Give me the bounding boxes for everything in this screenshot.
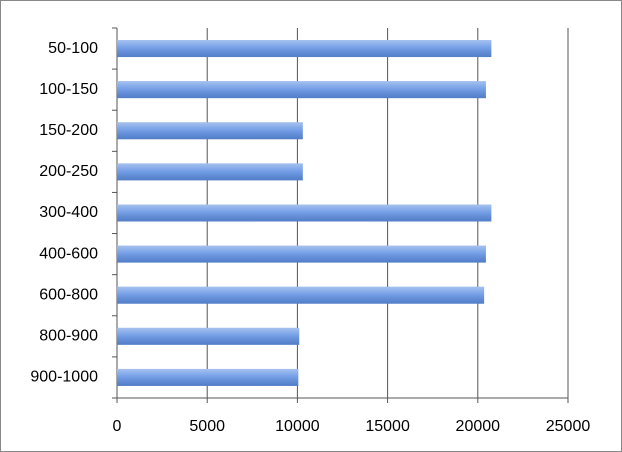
bar-shine xyxy=(117,286,485,304)
bar-shine xyxy=(117,81,486,99)
y-tick-label: 300-400 xyxy=(39,204,98,221)
bar-shine xyxy=(117,163,303,181)
y-tick-label: 50-100 xyxy=(48,40,98,57)
bar-shine xyxy=(117,245,486,263)
y-tick-label: 150-200 xyxy=(39,122,98,139)
y-tick-label: 600-800 xyxy=(39,286,98,303)
y-tick-label: 900-1000 xyxy=(30,369,98,386)
x-tick-label: 15000 xyxy=(365,418,410,435)
bar-shine xyxy=(117,204,492,222)
bar-shine xyxy=(117,327,300,345)
x-tick-label: 5000 xyxy=(189,418,225,435)
y-tick-label: 400-600 xyxy=(39,245,98,262)
x-tick-label: 0 xyxy=(113,418,122,435)
x-tick-label: 10000 xyxy=(275,418,320,435)
x-tick-label: 25000 xyxy=(546,418,591,435)
bar-shine xyxy=(117,40,492,58)
bar-shine xyxy=(117,122,303,140)
y-tick-label: 100-150 xyxy=(39,81,98,98)
bar-shine xyxy=(117,368,299,386)
x-tick-label: 20000 xyxy=(456,418,501,435)
y-tick-label: 800-900 xyxy=(39,328,98,345)
y-tick-label: 200-250 xyxy=(39,163,98,180)
